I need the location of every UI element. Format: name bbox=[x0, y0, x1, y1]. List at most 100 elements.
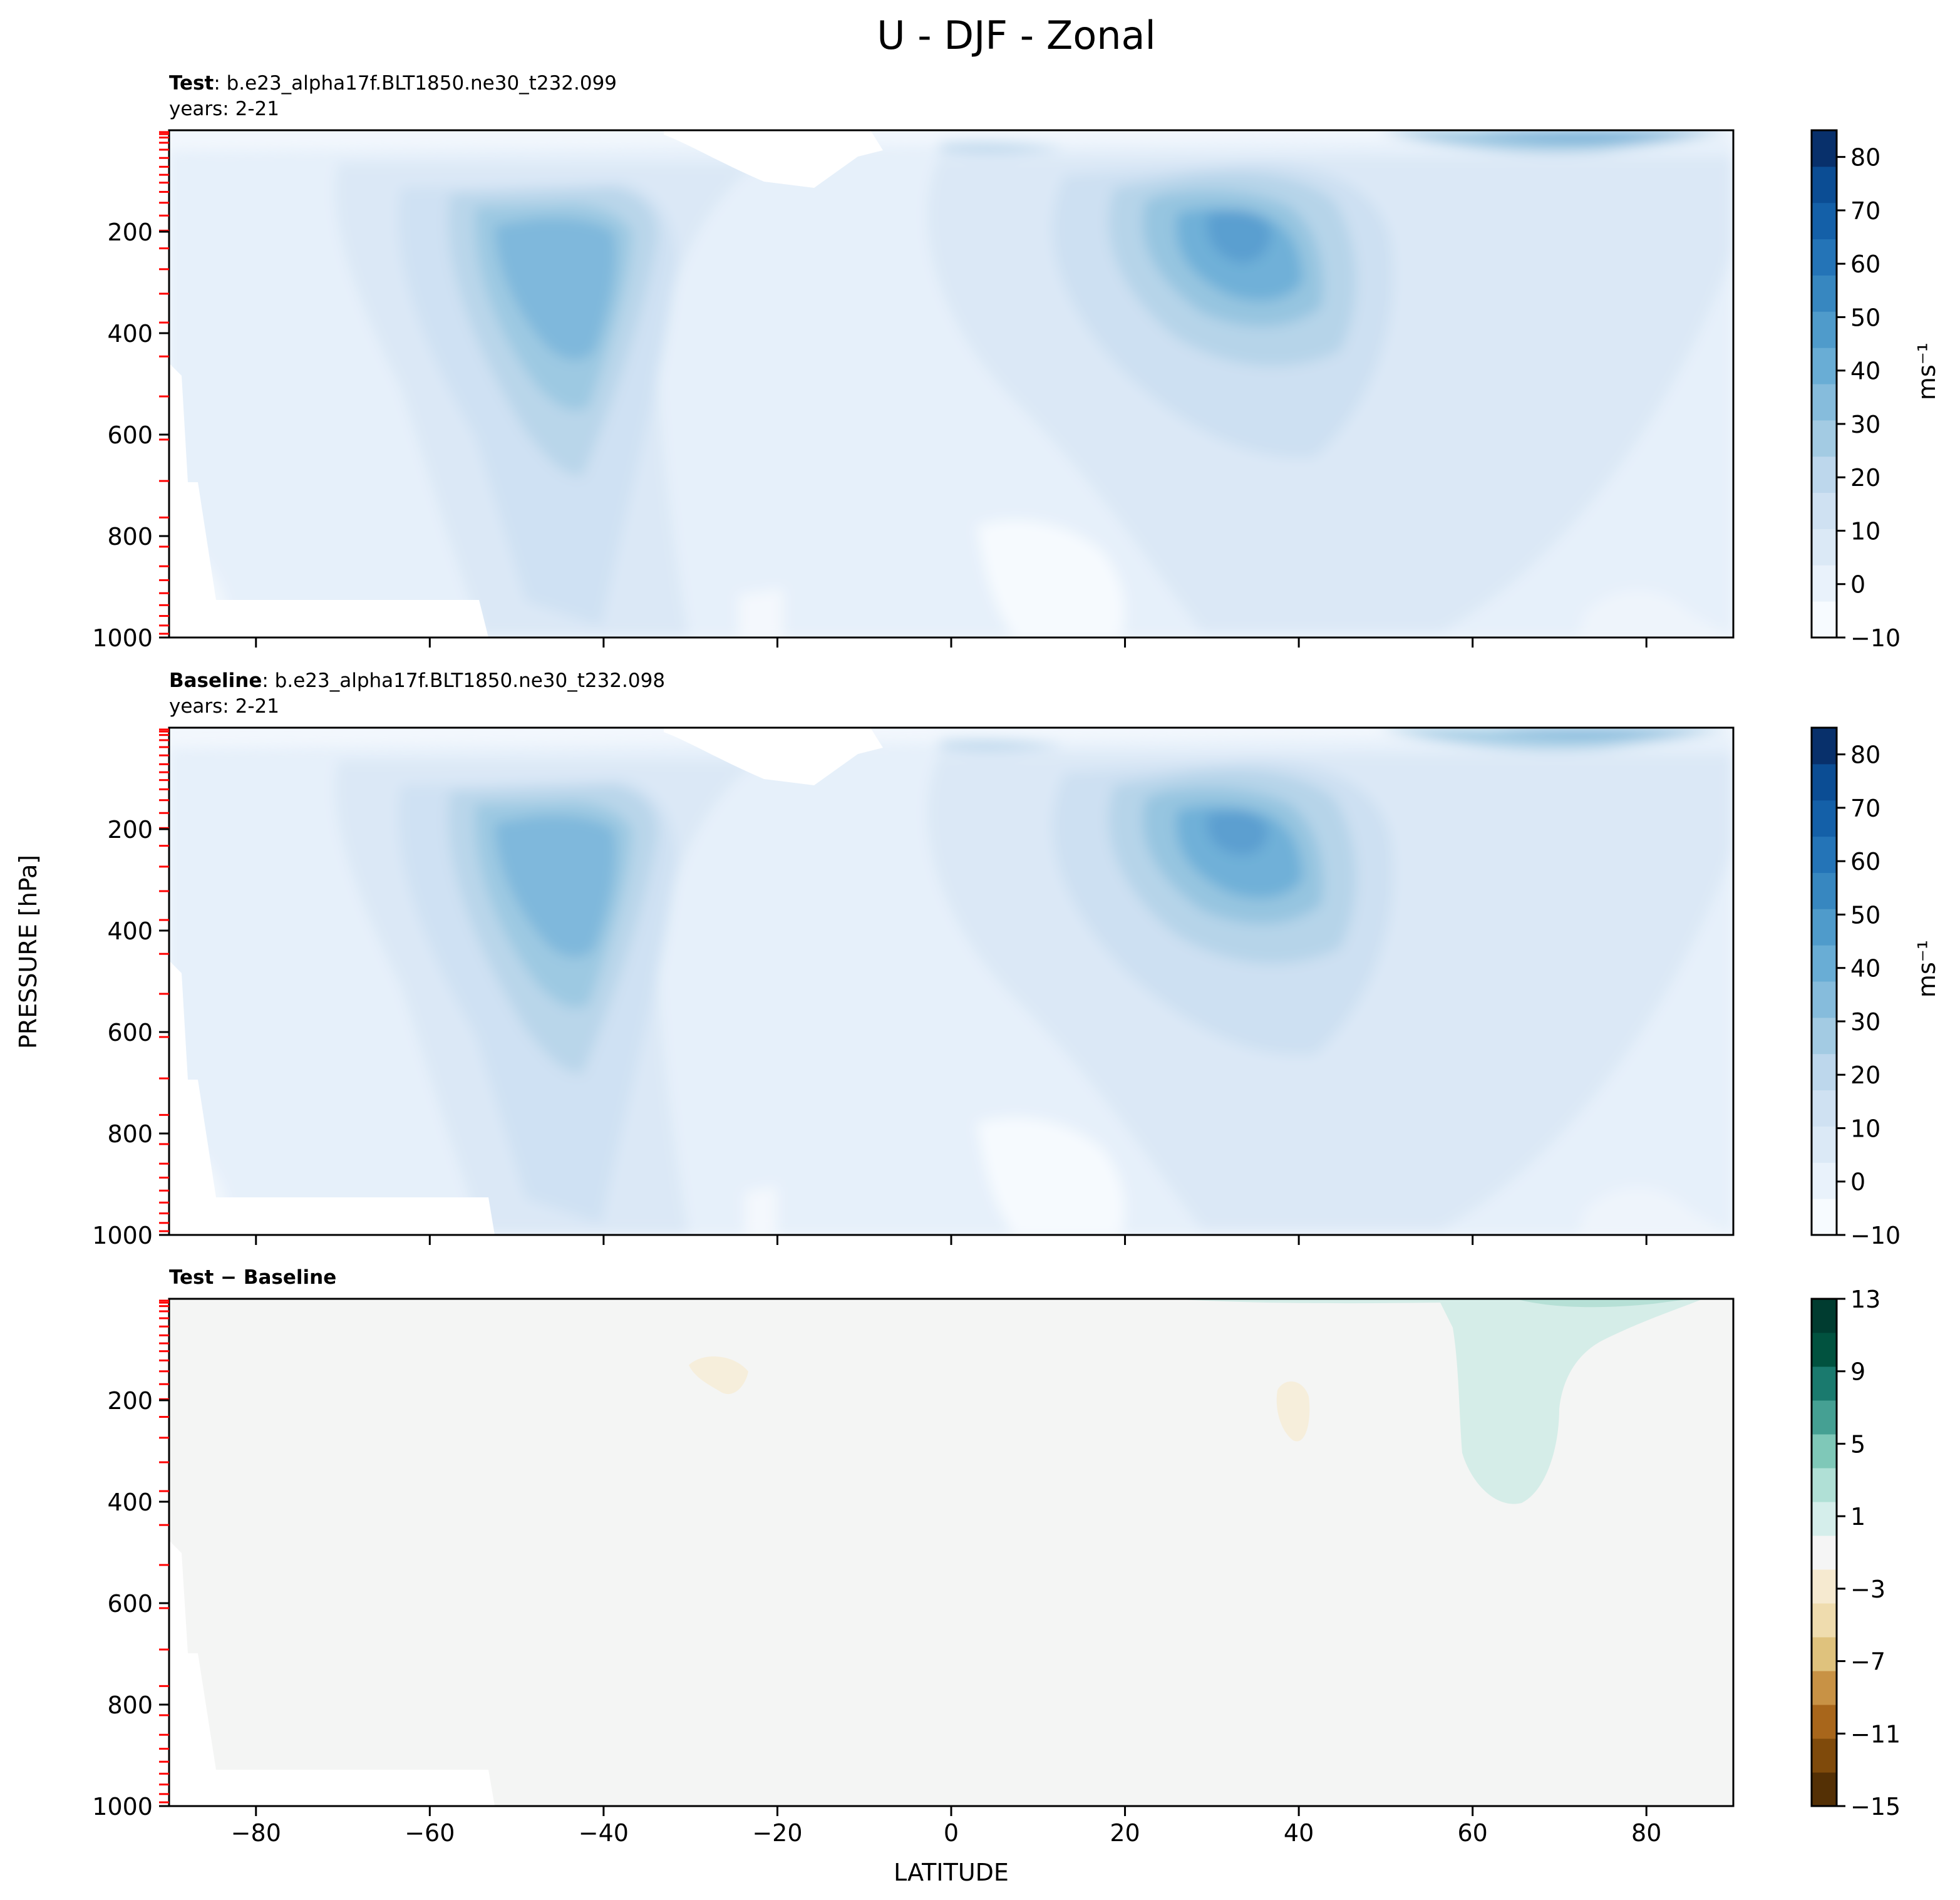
colorbar-tick-label: 80 bbox=[1850, 144, 1880, 172]
colorbar-segment bbox=[1812, 492, 1837, 529]
colorbar-segment bbox=[1812, 166, 1837, 204]
y-tick-label: 400 bbox=[107, 1489, 153, 1516]
colorbar-segment bbox=[1812, 1333, 1837, 1367]
colorbar-segment bbox=[1812, 728, 1837, 765]
panel-test: Test: b.e23_alpha17f.BLT1850.ne30_t232.0… bbox=[92, 72, 1941, 652]
panel-baseline-label-bold: Baseline bbox=[169, 669, 262, 692]
panel-test-title: Test: b.e23_alpha17f.BLT1850.ne30_t232.0… bbox=[169, 72, 617, 95]
y-tick-label: 800 bbox=[107, 1120, 153, 1148]
y-axis-label: PRESSURE [hPa] bbox=[14, 855, 42, 1049]
colorbar-unit-label: ms⁻¹ bbox=[1913, 343, 1941, 400]
colorbar-tick-label: 0 bbox=[1850, 571, 1865, 599]
panel-baseline: Baseline: b.e23_alpha17f.BLT1850.ne30_t2… bbox=[92, 669, 1941, 1249]
colorbar-segment bbox=[1812, 1366, 1837, 1401]
colorbar-segment bbox=[1812, 909, 1837, 946]
y-tick-label: 600 bbox=[107, 421, 153, 449]
panel-difference-field bbox=[169, 1299, 1733, 1806]
colorbar-segment bbox=[1812, 763, 1837, 801]
y-tick-label: 200 bbox=[107, 816, 153, 844]
colorbar-segment bbox=[1812, 239, 1837, 276]
colorbar-tick-label: 20 bbox=[1850, 464, 1880, 492]
colorbar-tick-label: 10 bbox=[1850, 517, 1880, 545]
figure-title: U - DJF - Zonal bbox=[877, 13, 1156, 58]
colorbar-segment bbox=[1812, 836, 1837, 873]
x-tick-label: 80 bbox=[1631, 1819, 1661, 1847]
colorbar-tick-label: −11 bbox=[1850, 1720, 1901, 1748]
colorbar-tick-label: 50 bbox=[1850, 304, 1880, 331]
panel-test-years: years: 2-21 bbox=[169, 98, 279, 120]
colorbar-segment bbox=[1812, 1536, 1837, 1570]
colorbar-segment bbox=[1812, 348, 1837, 385]
panel-test-colorbar: −10 0 10 20 30 40 50 60 70 80 ms⁻¹ bbox=[1810, 129, 1941, 652]
panel-baseline-ticks: 200 400 600 800 1000 bbox=[92, 728, 1648, 1249]
panel-test-label-text: : b.e23_alpha17f.BLT1850.ne30_t232.099 bbox=[214, 72, 617, 95]
colorbar-segment bbox=[1812, 1772, 1837, 1807]
panel-test-field bbox=[169, 130, 1733, 638]
panel-baseline-label-text: : b.e23_alpha17f.BLT1850.ne30_t232.098 bbox=[262, 669, 665, 692]
x-tick-label: −60 bbox=[405, 1819, 455, 1847]
colorbar-segment bbox=[1812, 981, 1837, 1018]
colorbar-segment bbox=[1812, 1738, 1837, 1773]
y-tick-label: 1000 bbox=[92, 1222, 153, 1249]
colorbar-tick-label: 60 bbox=[1850, 250, 1880, 278]
colorbar-tick-label: 50 bbox=[1850, 901, 1880, 929]
colorbar-segment bbox=[1812, 456, 1837, 493]
colorbar-tick-label: 1 bbox=[1850, 1503, 1865, 1531]
colorbar-segment bbox=[1812, 565, 1837, 602]
colorbar-tick-label: 70 bbox=[1850, 795, 1880, 822]
colorbar-segment bbox=[1812, 1126, 1837, 1163]
y-tick-label: 600 bbox=[107, 1590, 153, 1618]
colorbar-segment bbox=[1812, 945, 1837, 982]
colorbar-tick-label: −10 bbox=[1850, 624, 1901, 652]
y-tick-label: 400 bbox=[107, 320, 153, 348]
colorbar-segment bbox=[1812, 1090, 1837, 1127]
colorbar-tick-label: −15 bbox=[1850, 1793, 1901, 1820]
colorbar-segment bbox=[1812, 800, 1837, 837]
colorbar-tick-label: 30 bbox=[1850, 1008, 1880, 1036]
y-tick-label: 200 bbox=[107, 219, 153, 246]
colorbar-tick-label: 13 bbox=[1850, 1286, 1880, 1313]
colorbar-segment bbox=[1812, 601, 1837, 638]
y-tick-label: 600 bbox=[107, 1019, 153, 1046]
colorbar-segment bbox=[1812, 1434, 1837, 1469]
colorbar-tick-label: 80 bbox=[1850, 741, 1880, 769]
y-tick-label: 1000 bbox=[92, 624, 153, 652]
y-tick-label: 1000 bbox=[92, 1793, 153, 1820]
colorbar-segment bbox=[1812, 202, 1837, 240]
colorbar-tick-label: 30 bbox=[1850, 411, 1880, 438]
colorbar-segment bbox=[1812, 1468, 1837, 1502]
colorbar-tick-label: 20 bbox=[1850, 1061, 1880, 1089]
panel-test-label-bold: Test bbox=[169, 72, 214, 95]
colorbar-segment bbox=[1812, 1053, 1837, 1091]
colorbar-frame bbox=[1810, 129, 1838, 639]
x-tick-label: 40 bbox=[1284, 1819, 1314, 1847]
x-tick-label: −40 bbox=[579, 1819, 629, 1847]
x-tick-label: −20 bbox=[752, 1819, 802, 1847]
panel-baseline-title: Baseline: b.e23_alpha17f.BLT1850.ne30_t2… bbox=[169, 669, 665, 692]
colorbar-tick-label: 60 bbox=[1850, 848, 1880, 875]
panel-difference-title: Test − Baseline bbox=[169, 1266, 336, 1289]
panel-baseline-colorbar: −10 0 10 20 30 40 50 60 70 80 ms⁻¹ bbox=[1810, 726, 1941, 1249]
x-tick-label: 20 bbox=[1110, 1819, 1140, 1847]
colorbar-segment bbox=[1812, 1162, 1837, 1199]
colorbar-frame bbox=[1810, 726, 1838, 1236]
panel-baseline-years: years: 2-21 bbox=[169, 695, 279, 718]
colorbar-segment bbox=[1812, 1671, 1837, 1705]
colorbar-segment bbox=[1812, 1199, 1837, 1236]
colorbar-tick-label: 40 bbox=[1850, 955, 1880, 983]
colorbar-tick-label: 5 bbox=[1850, 1430, 1865, 1458]
colorbar-segment bbox=[1812, 130, 1837, 167]
colorbar-tick-label: 0 bbox=[1850, 1169, 1865, 1196]
colorbar-segment bbox=[1812, 1603, 1837, 1638]
colorbar-segment bbox=[1812, 872, 1837, 909]
colorbar-segment bbox=[1812, 1502, 1837, 1536]
panel-baseline-field bbox=[169, 728, 1733, 1235]
y-tick-label: 400 bbox=[107, 917, 153, 945]
colorbar-segment bbox=[1812, 384, 1837, 421]
colorbar-unit-label: ms⁻¹ bbox=[1913, 940, 1941, 998]
colorbar-segment bbox=[1812, 420, 1837, 457]
y-tick-label: 200 bbox=[107, 1387, 153, 1415]
x-axis-label: LATITUDE bbox=[894, 1859, 1009, 1886]
colorbar-tick-label: 40 bbox=[1850, 358, 1880, 385]
panel-test-ticks: 200 400 600 800 1000 bbox=[92, 131, 1648, 652]
